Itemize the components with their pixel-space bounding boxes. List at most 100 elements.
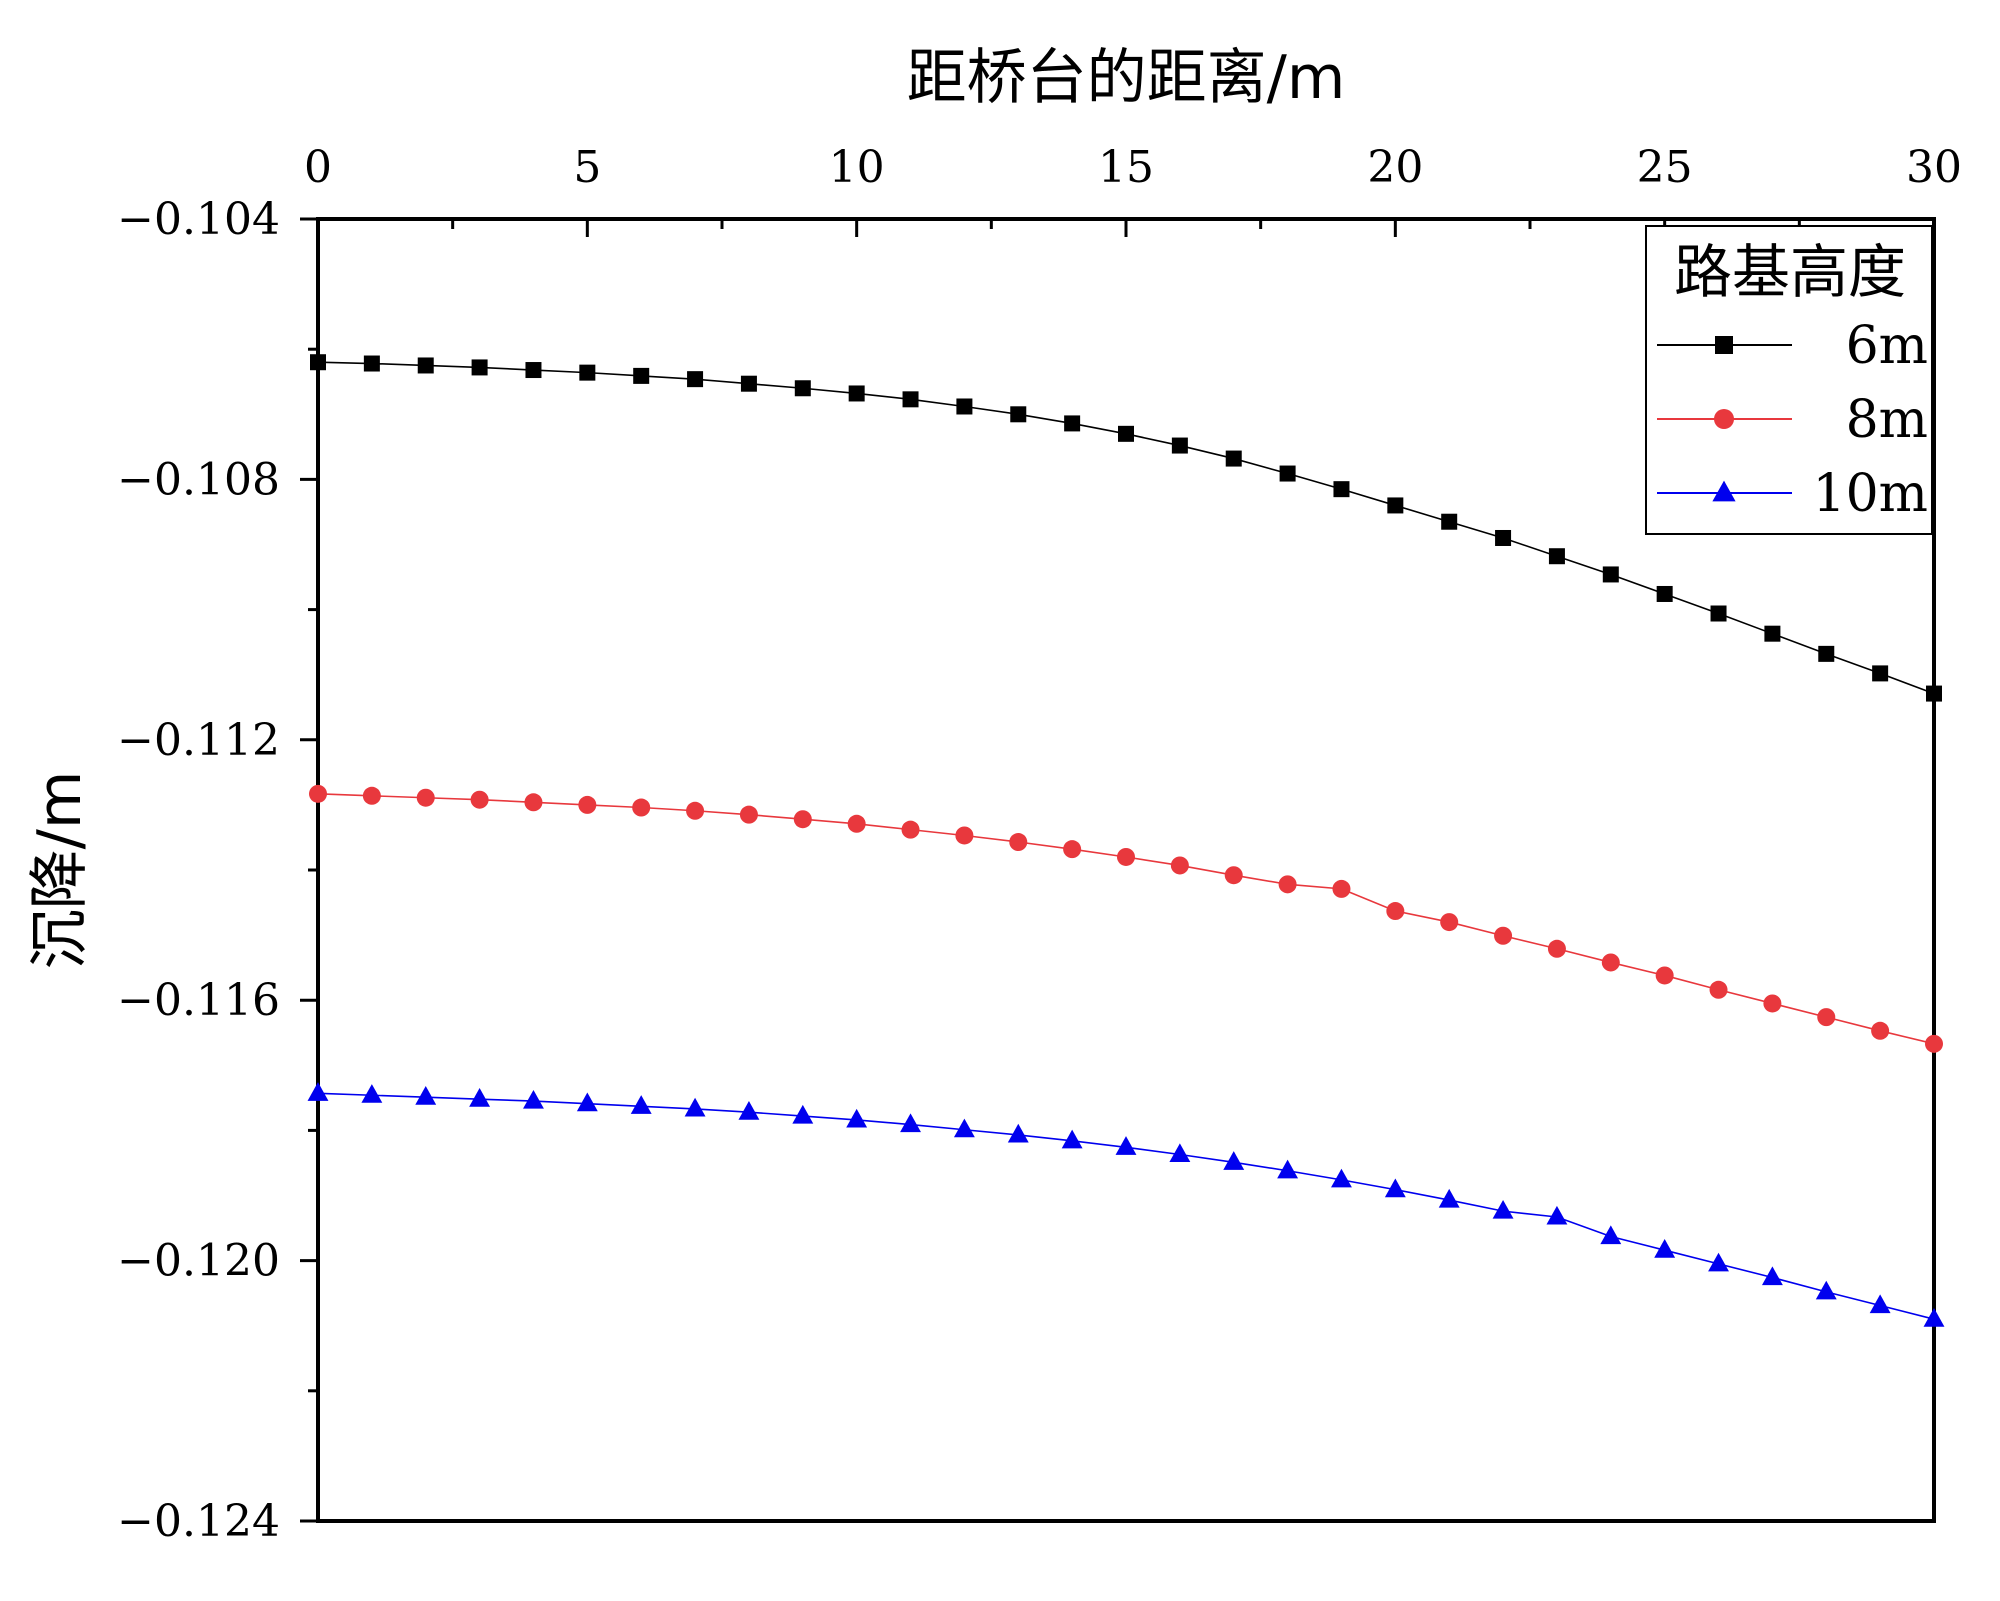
data-point-10m [900,1113,921,1133]
data-point-8m [1224,866,1243,885]
data-point-6m [525,362,542,379]
x-tick-label: 20 [1367,142,1423,193]
data-point-10m [1546,1205,1568,1225]
data-point-6m [1387,497,1404,514]
data-point-8m [686,801,705,820]
data-point-10m [1761,1266,1783,1286]
data-point-8m [1601,953,1620,972]
data-point-8m [739,805,758,824]
data-point-8m [793,810,812,829]
y-tick-label: −0.108 [117,454,280,505]
data-point-6m [1495,529,1512,546]
data-point-8m [1386,902,1405,921]
data-point-10m [1815,1280,1837,1300]
x-axis-title: 距桥台的距离/m [907,43,1346,113]
y-tick-label: −0.112 [117,715,280,766]
data-point-10m [738,1101,760,1120]
x-tick-label: 0 [304,142,332,193]
data-point-10m [1277,1159,1299,1179]
data-point-8m [1709,980,1728,999]
data-point-8m [1494,926,1513,945]
data-point-6m [1333,481,1350,498]
data-point-8m [1817,1008,1836,1027]
data-point-10m [792,1104,814,1124]
data-point-10m [1007,1123,1029,1143]
data-point-8m [362,786,381,805]
data-point-10m [415,1086,437,1105]
data-point-10m [1438,1188,1460,1208]
x-tick-label: 10 [829,142,885,193]
data-point-10m [1384,1178,1406,1198]
data-point-6m [848,385,865,402]
data-point-6m [310,354,326,371]
data-point-10m [469,1087,491,1107]
data-point-8m [1332,879,1351,898]
data-point-6m [956,398,973,415]
legend-title: 路基高度 [1674,238,1906,306]
data-point-6m [902,391,919,408]
series-6m [310,354,1942,702]
data-point-10m [523,1089,544,1109]
data-point-10m [1869,1294,1891,1314]
data-point-10m [576,1092,598,1112]
legend-label-8m: 8m [1846,390,1928,450]
data-point-10m [1223,1151,1245,1170]
data-point-6m [1225,450,1242,467]
legend-marker-6m [1715,336,1733,354]
data-point-8m [901,820,920,839]
data-point-6m [1656,585,1673,602]
data-point-8m [1117,847,1135,866]
y-axis-title: 沉降/m [25,771,95,970]
data-point-6m [794,380,811,397]
x-tick-label: 5 [573,142,601,193]
data-point-6m [579,364,596,381]
legend-box [1645,225,1933,535]
y-tick-label: −0.116 [117,975,280,1026]
legend-label-10m: 10m [1813,464,1928,524]
data-point-6m [1010,406,1027,423]
data-point-8m [1763,994,1782,1013]
data-point-8m [1063,840,1082,859]
data-point-6m [1764,625,1781,642]
data-point-8m [524,793,543,812]
x-tick-label: 15 [1098,142,1154,193]
data-point-8m [1440,913,1459,932]
data-point-8m [955,826,974,845]
data-point-6m [1064,415,1081,432]
data-point-10m [1115,1136,1137,1155]
data-point-10m [846,1108,868,1128]
data-point-10m [630,1095,652,1114]
data-point-8m [309,784,327,803]
data-point-10m [1492,1199,1514,1219]
axis-ticks: 0 5 10 15 20 25 30 −0.104 −0.108 −0.112 −0.116 −0.1… [117,142,1962,1547]
x-tick-label: 25 [1637,142,1693,193]
data-point-6m [1548,548,1565,565]
data-point-10m [1708,1252,1729,1272]
data-point-8m [1925,1034,1943,1053]
x-tick-label: 30 [1906,142,1962,193]
data-point-10m [1923,1308,1945,1327]
data-point-6m [1818,645,1835,662]
data-point-8m [1547,939,1566,958]
data-point-6m [740,375,757,392]
data-point-6m [1441,513,1458,530]
data-point-8m [847,814,866,833]
data-point-10m [1169,1143,1191,1163]
data-point-6m [687,371,704,388]
y-tick-label: −0.120 [117,1236,280,1287]
series-layer [307,354,1945,1327]
data-point-6m [1926,685,1942,702]
data-point-6m [1171,437,1188,454]
data-point-8m [1278,875,1297,894]
data-point-6m [1279,465,1296,482]
legend-items: 6m 8m 10m [1657,316,1928,524]
series-10m [307,1082,1945,1327]
series-line-10m [317,1092,1935,1320]
data-point-6m [1602,566,1619,583]
y-tick-label: −0.124 [117,1496,280,1547]
data-point-8m [1871,1021,1890,1040]
series-line-8m [317,793,1935,1045]
series-8m [309,784,1943,1053]
data-point-6m [1710,605,1727,622]
